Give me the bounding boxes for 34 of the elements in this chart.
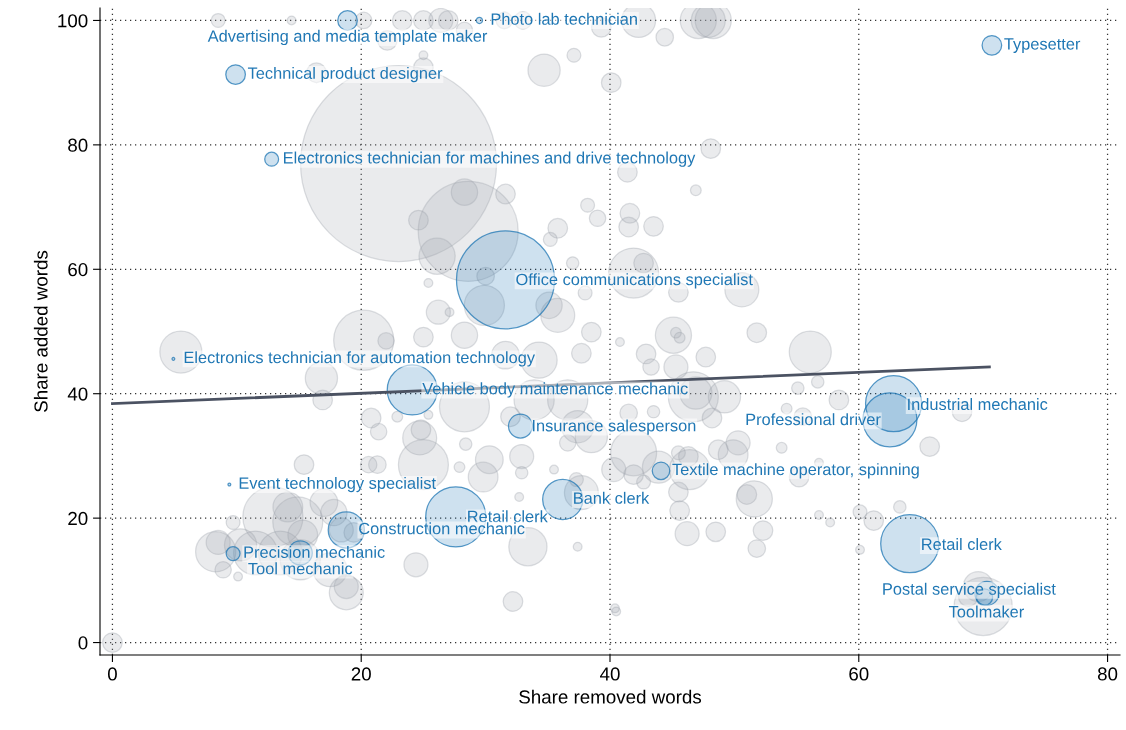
annotation: Electronics technician for machines and drive technology — [284, 151, 696, 167]
annotation: Event technology specialist — [239, 476, 436, 493]
y-tick-label: 40 — [67, 387, 88, 401]
x-axis-title: Share removed words — [519, 689, 702, 704]
x-tick-label: 20 — [351, 667, 371, 681]
annotation: Office communications specialist — [516, 273, 753, 289]
x-tick-label: 0 — [107, 667, 117, 681]
annotation: Toolmaker — [948, 605, 1024, 618]
annotation: Industrial mechanic — [908, 398, 1048, 411]
y-tick-label: 80 — [68, 138, 88, 152]
x-tick-label: 60 — [849, 667, 869, 681]
annotation: Bank clerk — [574, 491, 650, 504]
annotation: Postal service specialist — [883, 582, 1056, 599]
annotation: Photo lab technician — [491, 12, 637, 25]
annotation: Precision mechanic — [244, 545, 385, 558]
y-axis-title: Share added words — [33, 250, 48, 412]
y-tick-label: 0 — [78, 636, 88, 650]
annotation: Tool mechanic — [248, 562, 353, 575]
annotation: Typesetter — [1004, 38, 1081, 53]
annotation: Retail clerk — [468, 510, 548, 523]
annotation: Insurance salesperson — [532, 419, 696, 435]
annotation: Construction mechanic — [359, 522, 525, 535]
y-tick-label: 60 — [68, 262, 88, 277]
annotation: Professional driver — [746, 413, 881, 426]
x-tick-label: 80 — [1097, 667, 1118, 681]
annotation: Advertising and media template maker — [207, 29, 488, 46]
y-tick-label: 100 — [58, 14, 88, 28]
annotation: Textile machine operator, spinning — [672, 463, 919, 479]
annotation: Electronics technician for automation technology — [184, 351, 536, 367]
x-tick-label: 40 — [600, 667, 620, 681]
annotation: Retail clerk — [922, 538, 1002, 551]
annotation: Vehicle body maintenance mechanic — [422, 382, 688, 398]
y-tick-label: 20 — [68, 511, 88, 526]
annotation: Technical product designer — [247, 66, 443, 83]
